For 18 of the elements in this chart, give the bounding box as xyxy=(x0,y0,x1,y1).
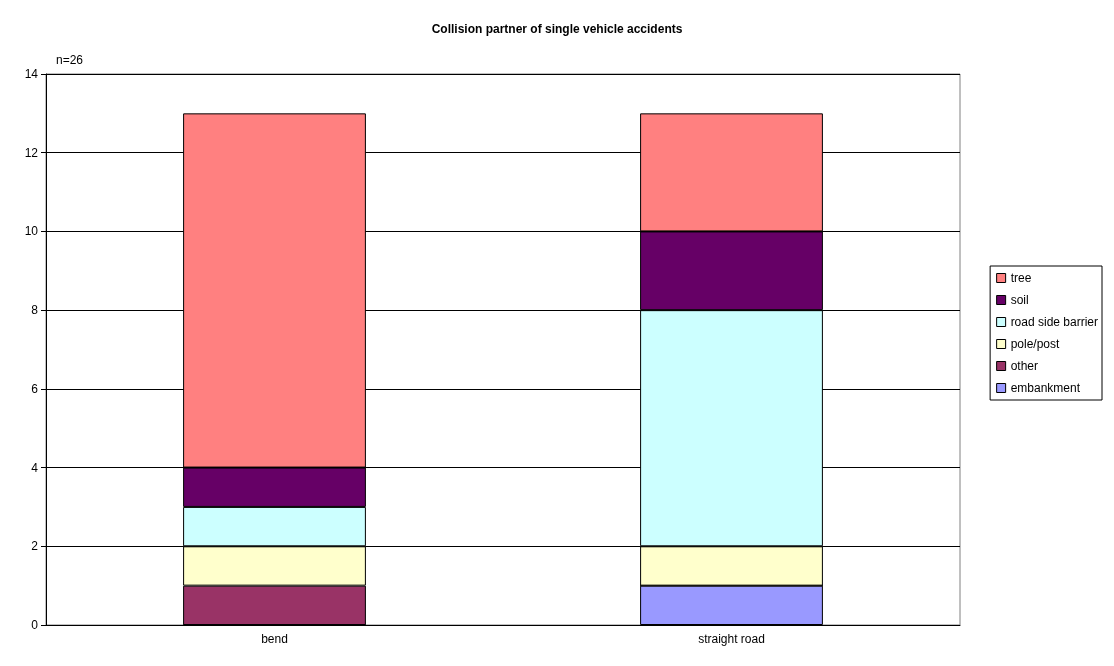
y-tick-label: 14 xyxy=(24,67,39,81)
legend-label: other xyxy=(1010,359,1038,373)
legend-label: soil xyxy=(1010,293,1029,307)
y-tick-label: 4 xyxy=(31,460,39,475)
y-tick-label: 12 xyxy=(24,145,39,160)
y-tick-label: 10 xyxy=(24,224,39,239)
legend-label: pole/post xyxy=(1010,337,1060,351)
legend-label: embankment xyxy=(1010,381,1081,395)
x-tick-label: bend xyxy=(261,632,288,646)
y-tick-label: 6 xyxy=(31,381,39,396)
legend-label: tree xyxy=(1010,271,1032,285)
y-tick-label: 8 xyxy=(31,303,39,318)
text: n=26 xyxy=(56,53,84,67)
chart-title: Collision partner of single vehicle accidents xyxy=(431,22,683,36)
y-tick-label: 0 xyxy=(31,618,39,632)
legend-label: road side barrier xyxy=(1010,315,1098,329)
y-tick-label: 2 xyxy=(31,539,39,554)
x-tick-label: straight road xyxy=(698,632,765,646)
